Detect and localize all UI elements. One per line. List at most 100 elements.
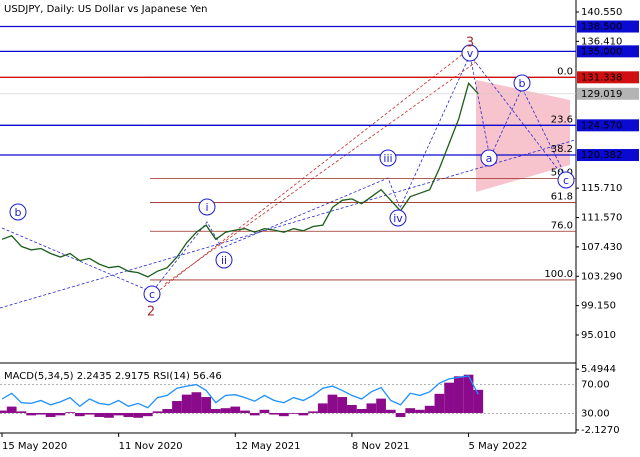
macd-bar xyxy=(0,410,7,413)
macd-bar xyxy=(317,403,328,413)
y-tick-label: 107.430 xyxy=(581,242,622,253)
y-tick-label: 140.550 xyxy=(581,7,622,18)
level-label: 135.000 xyxy=(581,46,622,57)
macd-bar xyxy=(356,408,367,413)
macd-bar xyxy=(415,409,425,413)
macd-bar xyxy=(84,412,95,415)
macd-bar xyxy=(152,411,163,413)
macd-bar xyxy=(55,412,66,416)
macd-bar xyxy=(279,412,289,417)
macd-bar xyxy=(385,409,396,413)
level-label: 131.338 xyxy=(581,72,622,83)
fib-label: 61.8 xyxy=(551,192,573,203)
y-tick-label: 136.410 xyxy=(581,36,622,47)
wave-label: c xyxy=(563,174,569,187)
wave-circle xyxy=(461,44,479,62)
price-line xyxy=(1,82,479,278)
macd-bar xyxy=(288,412,299,414)
x-tick-label: 15 May 2020 xyxy=(2,441,67,452)
macd-bar xyxy=(133,412,143,418)
macd-bar xyxy=(94,412,105,417)
level-label: 138.500 xyxy=(581,22,622,33)
macd-bar xyxy=(366,403,377,413)
macd-bar xyxy=(463,374,474,413)
chart-title: USDJPY, Daily: US Dollar vs Japanese Yen xyxy=(4,4,208,15)
y-tick-label: 111.570 xyxy=(581,213,622,224)
wave-label: ii xyxy=(221,254,227,267)
macd-bar xyxy=(220,408,231,413)
macd-bar xyxy=(347,404,357,413)
wave-circle xyxy=(513,74,531,92)
wave-circle xyxy=(379,149,397,167)
macd-bar xyxy=(434,393,445,413)
level-box xyxy=(577,149,639,162)
x-tick-label: 5 May 2022 xyxy=(469,441,528,452)
wave-circle xyxy=(557,171,575,189)
projection-zone xyxy=(476,80,570,192)
wave-lines xyxy=(0,49,576,309)
macd-bar xyxy=(45,412,56,417)
macd-bar xyxy=(444,382,454,413)
macd-bar xyxy=(395,412,406,417)
wave-circle xyxy=(215,251,233,269)
y-tick-label: 99.150 xyxy=(581,301,616,312)
macd-bar xyxy=(298,412,309,416)
y-tick-label: 103.290 xyxy=(581,271,622,282)
fib-label: 0.0 xyxy=(557,66,573,77)
macd-bar xyxy=(453,376,464,413)
macd-bar xyxy=(240,410,250,413)
fib-label: 23.6 xyxy=(551,114,573,125)
fib-label: 76.0 xyxy=(551,220,573,231)
macd-bar xyxy=(327,394,338,413)
macd-bar xyxy=(210,408,221,413)
y2-tick-label: 30.00 xyxy=(581,408,610,419)
level-box xyxy=(577,119,639,132)
wave-label: iv xyxy=(393,212,403,225)
x-tick-label: 12 May 2021 xyxy=(235,441,300,452)
level-box xyxy=(577,45,639,58)
wave-label: b xyxy=(519,77,526,90)
wave-circle xyxy=(198,198,216,216)
wave-label: b xyxy=(15,206,22,219)
wave-label: v xyxy=(467,47,474,60)
macd-bar xyxy=(308,411,318,413)
channel-line xyxy=(151,49,469,297)
y-tick-label: 95.010 xyxy=(581,330,616,341)
wave-label: 2 xyxy=(147,305,155,320)
macd-bar xyxy=(123,412,134,417)
level-box xyxy=(577,71,639,84)
fib-label: 38.2 xyxy=(551,144,573,155)
macd-bar xyxy=(249,412,260,416)
wave-circle xyxy=(143,285,161,303)
macd-bar xyxy=(405,408,416,413)
y2-tick-label: 70.00 xyxy=(581,380,610,391)
macd-bar xyxy=(113,412,124,416)
macd-bar xyxy=(6,406,17,413)
x-tick-label: 8 Nov 2021 xyxy=(352,441,410,452)
level-label: 124.570 xyxy=(581,120,622,131)
wave-circle xyxy=(9,203,27,221)
wave-circle xyxy=(389,209,407,227)
wave-label: i xyxy=(205,201,208,214)
macd-bar xyxy=(473,389,484,413)
last-price-label: 129.019 xyxy=(581,89,622,100)
wave-path xyxy=(469,54,571,186)
y-tick-label: 5.4944 xyxy=(581,364,616,375)
rsi-line xyxy=(1,375,479,409)
wave-label: 3 xyxy=(466,36,474,51)
macd-bar xyxy=(376,398,386,413)
macd-bar xyxy=(424,405,435,413)
macd-bar xyxy=(201,397,211,413)
macd-bar xyxy=(191,392,202,413)
macd-bar xyxy=(230,406,241,413)
macd-bar xyxy=(172,401,182,413)
level-label: 120.382 xyxy=(581,150,622,161)
macd-bar xyxy=(16,411,27,413)
last-price-box xyxy=(577,87,639,100)
macd-bar xyxy=(104,412,114,418)
wave-path xyxy=(1,53,571,293)
y-tick-label: -2.1270 xyxy=(581,425,620,436)
x-tick-label: 11 Nov 2020 xyxy=(119,441,183,452)
